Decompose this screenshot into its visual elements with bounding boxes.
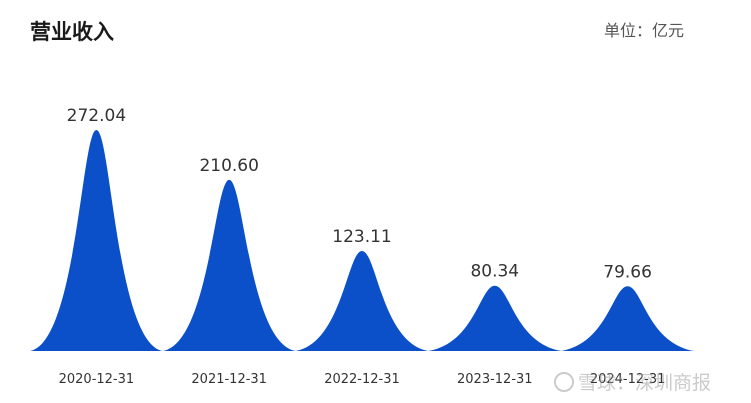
peak-2021-12-31 — [162, 179, 296, 351]
peak-2024-12-31 — [561, 286, 694, 351]
value-label: 80.34 — [470, 262, 519, 282]
chart-title: 营业收入 — [30, 20, 114, 44]
watermark-text: 雪球：深圳商报 — [578, 372, 712, 394]
snowball-logo-icon — [554, 371, 574, 392]
value-label: 210.60 — [199, 156, 258, 176]
x-tick-label: 2023-12-31 — [457, 372, 533, 387]
x-axis-ticks: 2020-12-31 2021-12-31 2022-12-31 2023-12-31… — [59, 372, 666, 387]
x-tick-label: 2021-12-31 — [191, 372, 267, 387]
value-label: 79.66 — [603, 262, 652, 282]
peak-2020-12-31 — [30, 130, 163, 351]
value-label: 123.11 — [332, 227, 391, 247]
x-tick-label: 2020-12-31 — [59, 372, 135, 387]
peak-2023-12-31 — [428, 285, 562, 351]
x-tick-label: 2024-12-31 — [590, 372, 666, 387]
value-labels: 272.04 210.60 123.11 80.34 79.66 — [67, 106, 652, 282]
peak-2022-12-31 — [295, 250, 429, 351]
watermark: 雪球：深圳商报 — [554, 368, 711, 395]
x-tick-label: 2022-12-31 — [324, 372, 400, 387]
unit-label: 单位：亿元 — [604, 21, 685, 40]
value-label: 272.04 — [67, 106, 126, 126]
peak-series — [30, 130, 694, 351]
